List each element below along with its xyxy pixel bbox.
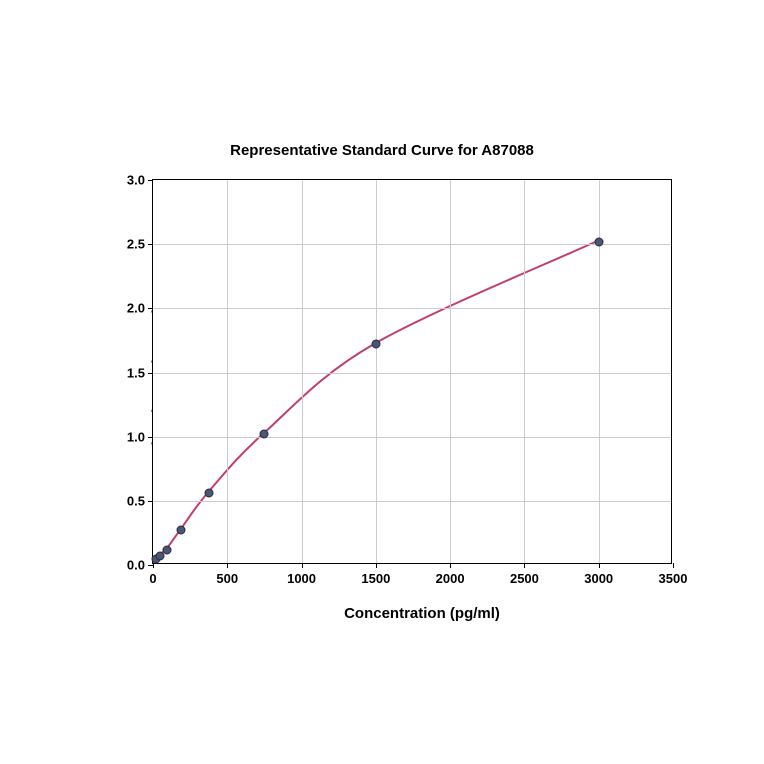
- grid-line-horizontal: [153, 308, 671, 309]
- x-tick-mark: [376, 563, 377, 568]
- grid-line-vertical: [227, 180, 228, 563]
- y-tick-label: 3.0: [127, 173, 145, 188]
- x-tick-label: 3500: [659, 571, 688, 586]
- y-tick-mark: [148, 373, 153, 374]
- x-tick-label: 2500: [510, 571, 539, 586]
- x-tick-label: 2000: [436, 571, 465, 586]
- x-tick-mark: [599, 563, 600, 568]
- data-point-marker: [260, 430, 269, 439]
- x-tick-label: 0: [149, 571, 156, 586]
- chart-title: Representative Standard Curve for A87088: [72, 142, 692, 159]
- data-point-marker: [162, 545, 171, 554]
- grid-line-vertical: [524, 180, 525, 563]
- x-tick-mark: [673, 563, 674, 568]
- grid-line-horizontal: [153, 244, 671, 245]
- y-tick-label: 1.0: [127, 429, 145, 444]
- y-tick-mark: [148, 308, 153, 309]
- x-tick-mark: [227, 563, 228, 568]
- grid-line-vertical: [450, 180, 451, 563]
- grid-line-vertical: [302, 180, 303, 563]
- x-tick-mark: [153, 563, 154, 568]
- x-tick-label: 3000: [584, 571, 613, 586]
- y-tick-mark: [148, 180, 153, 181]
- y-tick-mark: [148, 501, 153, 502]
- data-point-marker: [204, 489, 213, 498]
- y-tick-label: 0.0: [127, 558, 145, 573]
- x-tick-mark: [302, 563, 303, 568]
- x-tick-mark: [524, 563, 525, 568]
- x-tick-label: 1500: [361, 571, 390, 586]
- x-tick-label: 1000: [287, 571, 316, 586]
- y-tick-label: 2.5: [127, 237, 145, 252]
- x-tick-label: 500: [216, 571, 238, 586]
- y-tick-label: 2.0: [127, 301, 145, 316]
- y-tick-label: 1.5: [127, 365, 145, 380]
- chart-container: Representative Standard Curve for A87088…: [72, 142, 692, 622]
- plot-area: 05001000150020002500300035000.00.51.01.5…: [152, 179, 672, 564]
- grid-line-horizontal: [153, 373, 671, 374]
- y-tick-label: 0.5: [127, 493, 145, 508]
- curve-line: [153, 180, 671, 563]
- y-tick-mark: [148, 244, 153, 245]
- grid-line-vertical: [376, 180, 377, 563]
- data-point-marker: [371, 340, 380, 349]
- grid-line-horizontal: [153, 437, 671, 438]
- x-tick-mark: [450, 563, 451, 568]
- y-tick-mark: [148, 565, 153, 566]
- grid-line-horizontal: [153, 501, 671, 502]
- data-point-marker: [594, 237, 603, 246]
- x-axis-label: Concentration (pg/ml): [344, 605, 500, 622]
- data-point-marker: [176, 526, 185, 535]
- y-tick-mark: [148, 437, 153, 438]
